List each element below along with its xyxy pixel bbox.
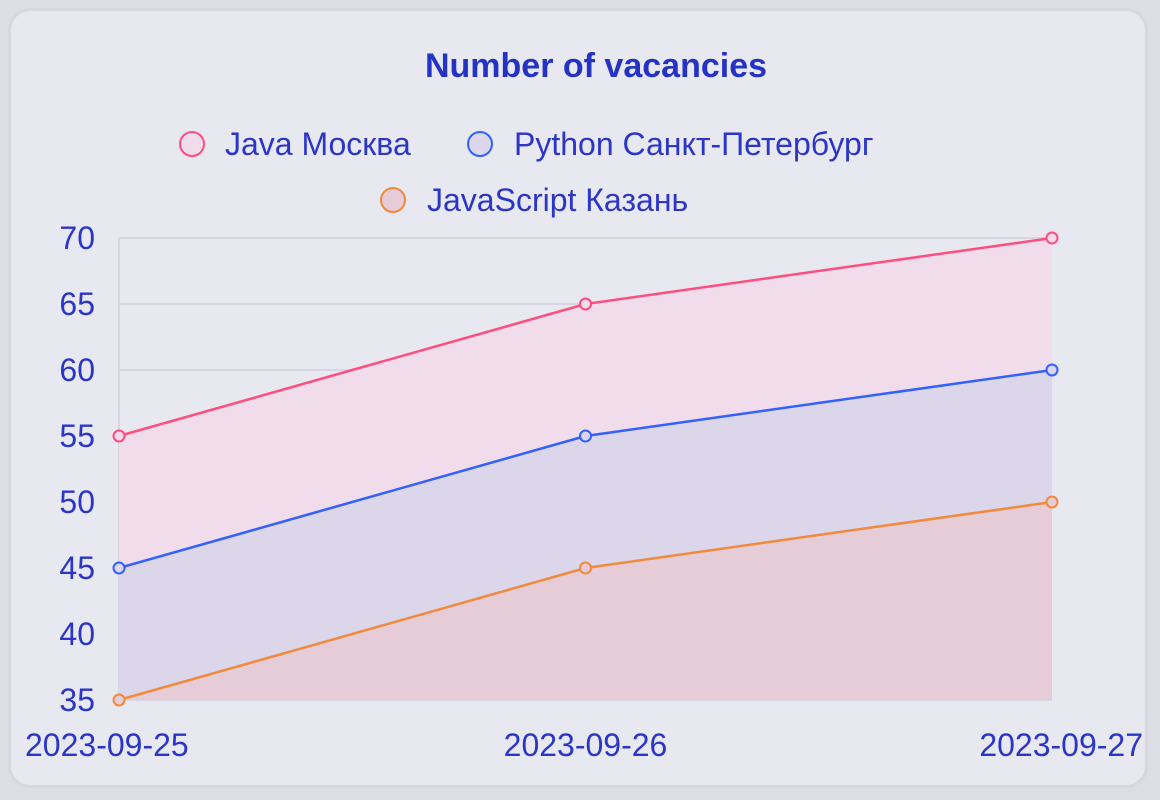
legend-marker	[179, 131, 205, 157]
series-areas	[119, 238, 1052, 700]
y-tick-label: 35	[59, 682, 95, 718]
y-tick-label: 55	[59, 418, 95, 454]
data-point[interactable]	[112, 561, 126, 575]
series-area	[119, 502, 1052, 700]
legend-marker	[467, 131, 493, 157]
data-point[interactable]	[1045, 363, 1059, 377]
legend-item[interactable]: JavaScript Казань	[380, 182, 688, 218]
data-point[interactable]	[1045, 231, 1059, 245]
legend-label: Java Москва	[225, 126, 411, 162]
y-tick-label: 60	[59, 352, 95, 388]
x-tick-label: 2023-09-26	[504, 727, 668, 763]
legend-label: JavaScript Казань	[427, 182, 688, 218]
data-point[interactable]	[579, 561, 592, 575]
legend-item[interactable]: Python Санкт-Петербург	[467, 126, 873, 162]
y-tick-label: 65	[59, 286, 95, 322]
data-point[interactable]	[112, 693, 126, 707]
x-tick-label: 2023-09-25	[25, 727, 189, 763]
x-axis: 2023-09-25 2023-09-26 2023-09-27	[25, 727, 1143, 763]
data-point[interactable]	[579, 297, 592, 311]
y-axis: 35 40 45 50 55 60 65 70	[59, 220, 95, 718]
legend-marker	[380, 187, 406, 213]
chart-card: Number of vacancies Java Москва Python Са…	[8, 8, 1148, 788]
y-tick-label: 70	[59, 220, 95, 256]
y-tick-label: 50	[59, 484, 95, 520]
y-tick-label: 40	[59, 616, 95, 652]
data-points	[112, 231, 1059, 707]
legend: Java Москва Python Санкт-Петербург JavaScr…	[179, 126, 873, 218]
data-point[interactable]	[579, 429, 592, 443]
line-chart: Number of vacancies Java Москва Python Са…	[25, 47, 1143, 763]
data-point[interactable]	[1045, 495, 1059, 509]
legend-label: Python Санкт-Петербург	[514, 126, 873, 162]
y-tick-label: 45	[59, 550, 95, 586]
x-tick-label: 2023-09-27	[979, 727, 1143, 763]
chart-title: Number of vacancies	[425, 47, 767, 85]
data-point[interactable]	[112, 429, 126, 443]
legend-item[interactable]: Java Москва	[179, 126, 411, 162]
